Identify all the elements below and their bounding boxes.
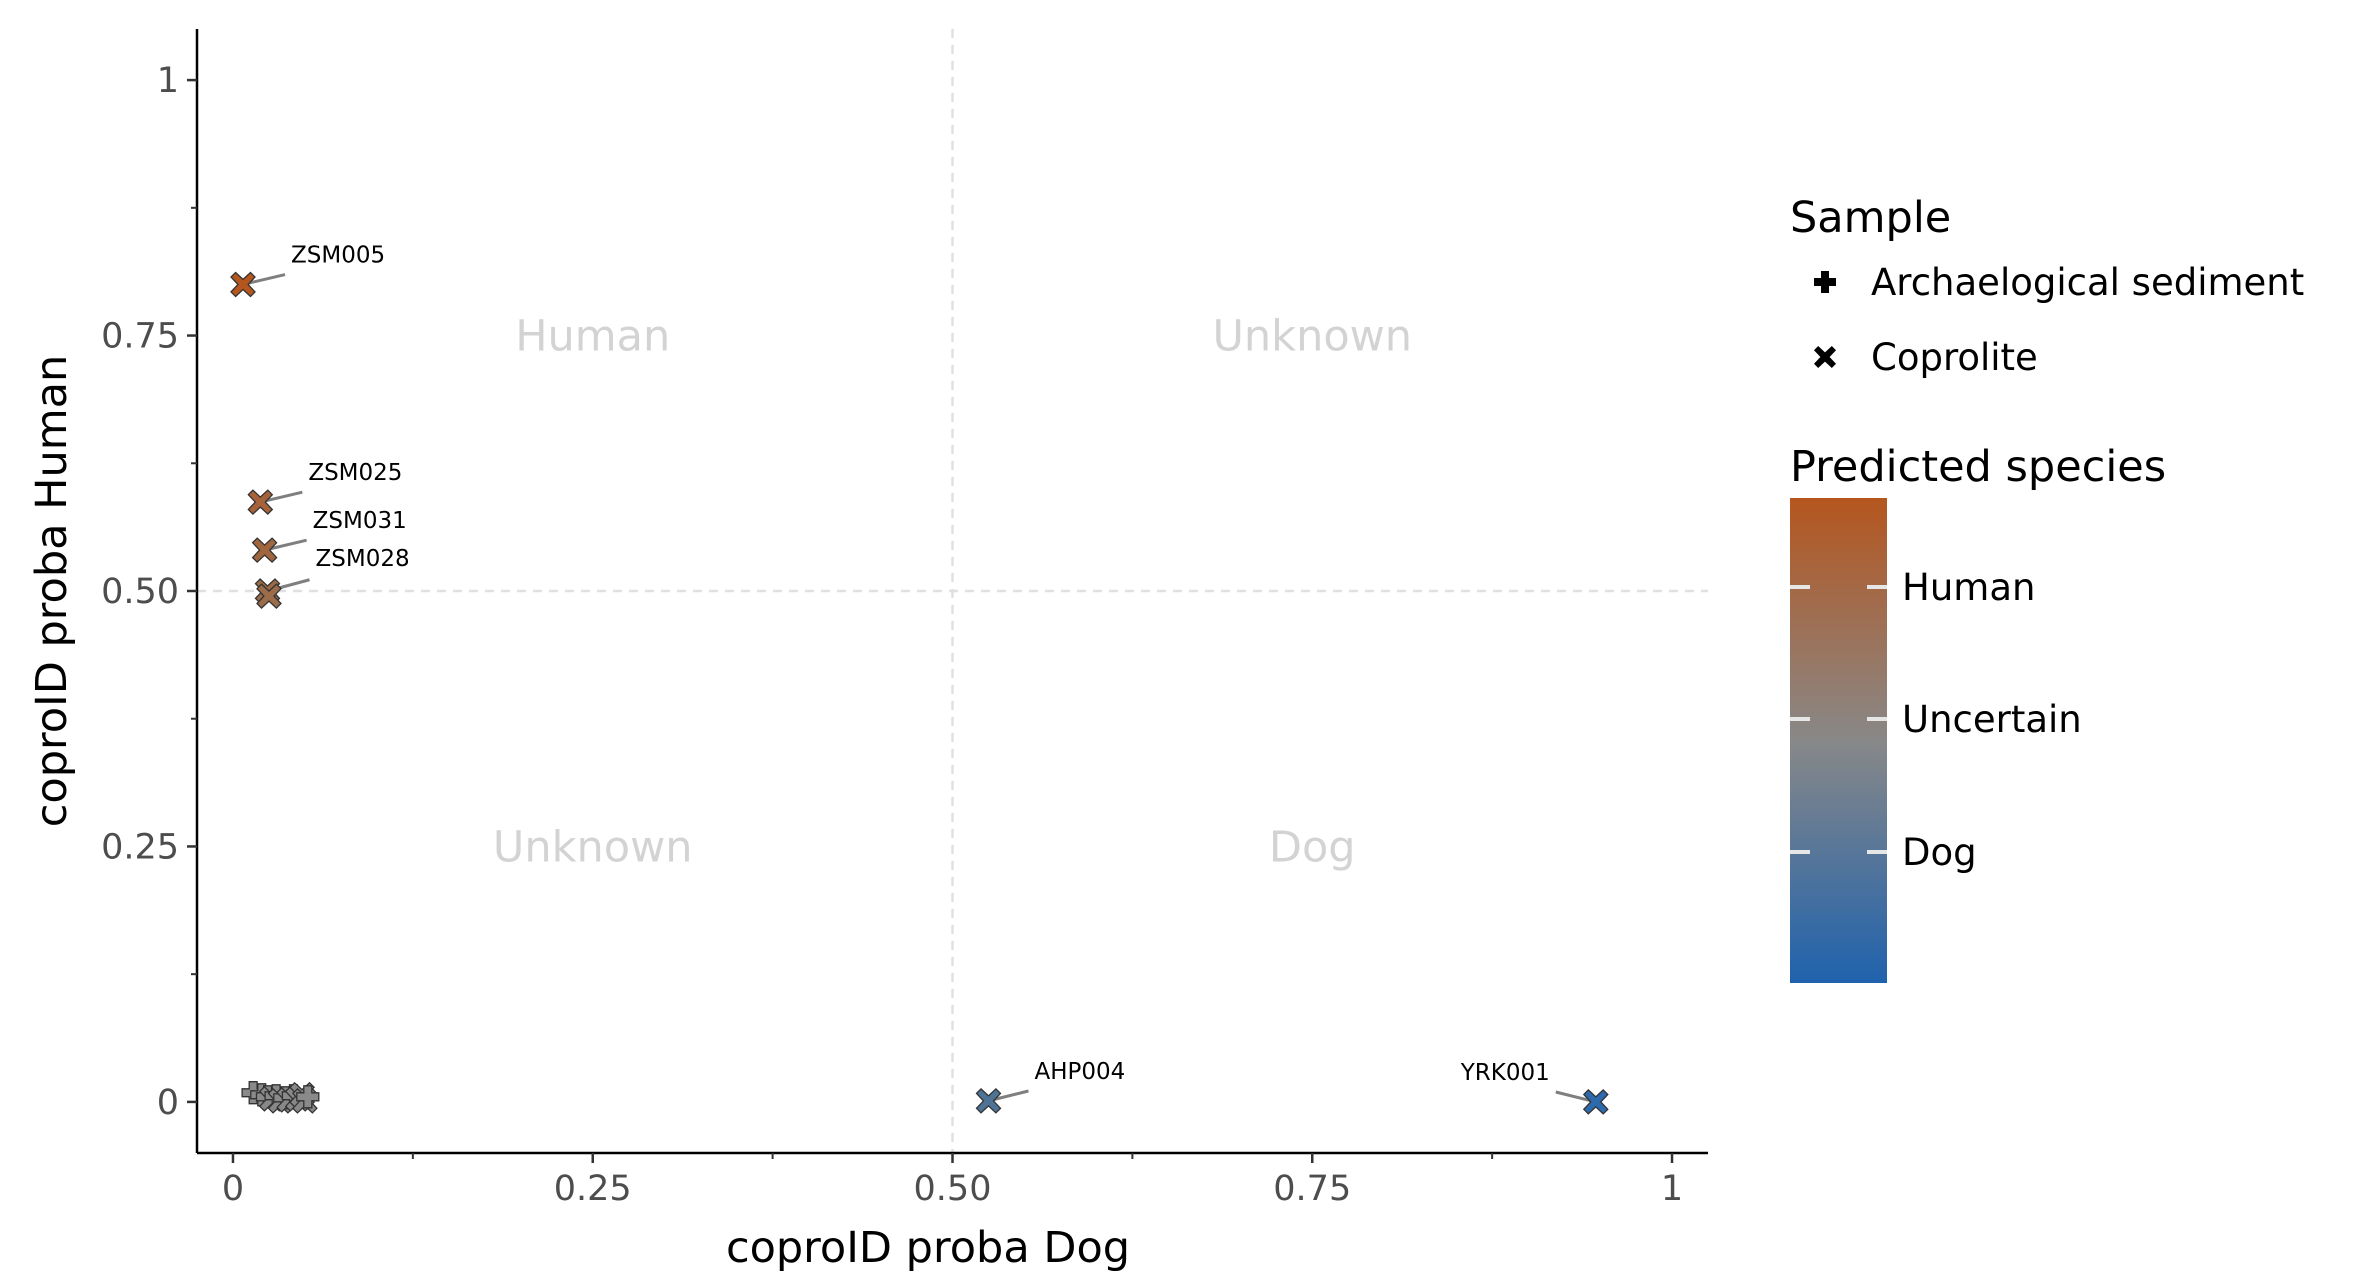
point-zsm025: [247, 489, 274, 516]
x-tick-label: 0.50: [914, 1169, 992, 1209]
data-point: [256, 583, 282, 610]
color-legend-label: Dog: [1902, 831, 1977, 874]
legend-shape-title: Sample: [1790, 193, 1951, 243]
x-tick-label: 1: [1661, 1169, 1683, 1209]
y-tick-label: 1: [157, 61, 179, 101]
data-point: [296, 1085, 320, 1109]
y-tick-label: 0.75: [101, 317, 179, 357]
legend-plus-icon: [1814, 271, 1836, 293]
point-yrk001: [1582, 1088, 1609, 1115]
color-legend-label: Human: [1902, 566, 2035, 609]
x-tick-label: 0.75: [1273, 1169, 1351, 1209]
y-tick-label: 0.25: [101, 827, 179, 867]
point-label-zsm025: ZSM025: [308, 460, 402, 486]
color-bar: [1790, 498, 1887, 983]
y-tick-label: 0.50: [101, 572, 179, 612]
x-tick-label: 0: [222, 1169, 244, 1209]
color-legend-entries: Human Uncertain Dog: [1790, 566, 2082, 874]
point-label-ahp004: AHP004: [1034, 1059, 1125, 1085]
data-points: [230, 271, 1609, 1115]
y-axis-title: coproID proba Human: [27, 355, 77, 827]
legend-shape-label: Coprolite: [1871, 336, 2038, 379]
legend: Sample Archaelogical sediment Coprolite P…: [1790, 193, 2304, 983]
shape-legend-entries: Archaelogical sediment Coprolite: [1814, 261, 2304, 379]
leader-lines: [242, 273, 1597, 1104]
quadrant-labels: Human Unknown Unknown Dog: [493, 312, 1412, 873]
plot-area: Human Unknown Unknown Dog ZSM005 ZSM025 ZSM03…: [197, 29, 1708, 1153]
quadrant-label-human: Human: [515, 312, 670, 362]
point-label-zsm031: ZSM031: [313, 508, 407, 534]
legend-shape-label: Archaelogical sediment: [1871, 261, 2304, 304]
y-tick-label: 0: [157, 1083, 179, 1123]
quadrant-label-unknown: Unknown: [1212, 312, 1412, 362]
point-label-zsm028: ZSM028: [316, 546, 410, 572]
x-tick-label: 0.25: [554, 1169, 632, 1209]
quadrant-label-dog: Dog: [1269, 822, 1356, 872]
x-axis-title: coproID proba Dog: [726, 1223, 1130, 1273]
axes: 0 0.25 0.50 0.75 1 0 0.25 0.50 0.75 1 coproID pr…: [27, 29, 1708, 1273]
quadrant-label-unknown: Unknown: [493, 822, 693, 872]
point-label-zsm005: ZSM005: [291, 242, 385, 268]
point-ahp004: [975, 1087, 1002, 1114]
point-zsm031: [251, 537, 278, 564]
legend-cross-icon: [1814, 346, 1836, 368]
point-zsm005: [230, 271, 256, 298]
legend-color-title: Predicted species: [1790, 442, 2166, 492]
point-label-yrk001: YRK001: [1460, 1060, 1550, 1086]
color-legend-label: Uncertain: [1902, 698, 2082, 741]
point-labels: ZSM005 ZSM025 ZSM031 ZSM028 AHP004 YRK001: [291, 242, 1550, 1085]
x-axis-ticks: 0 0.25 0.50 0.75 1: [222, 1153, 1683, 1209]
y-axis-ticks: 0 0.25 0.50 0.75 1: [101, 61, 197, 1123]
